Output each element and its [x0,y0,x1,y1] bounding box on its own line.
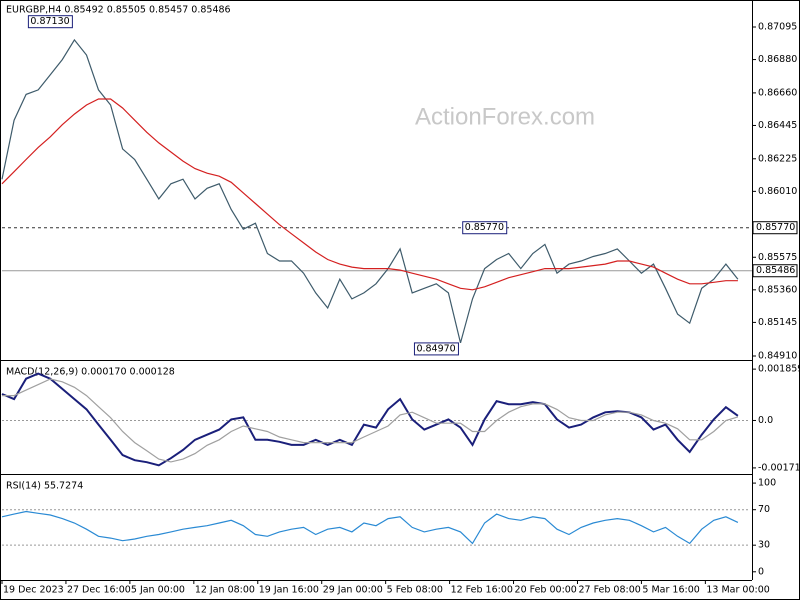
x-tick-label: 12 Jan 08:00 [195,585,255,596]
x-tick-label: 20 Feb 00:00 [515,585,577,596]
series-line [2,378,739,463]
x-tick-label: 29 Jan 00:00 [323,585,383,596]
price-label-box [752,221,798,235]
watermark: ActionForex.com [415,103,595,130]
price-label-box [752,264,798,278]
y-tick-label: 70 [758,504,770,515]
x-tick-label: 27 Dec 16:00 [67,585,131,596]
annotation-label: 0.84970 [416,343,455,354]
annotation-box [413,342,459,356]
x-tick-label: 5 Feb 08:00 [387,585,443,596]
y-tick-label: 0.86225 [758,153,797,164]
chart-title: EURGBP,H4 0.85492 0.85505 0.85457 0.8548… [6,5,231,16]
x-tick-label: 5 Mar 16:00 [642,585,699,596]
annotation-box [27,15,73,29]
x-tick-label: 27 Feb 08:00 [578,585,640,596]
annotation-label: 0.87130 [30,16,69,27]
y-tick-label: 0 [758,566,764,577]
series-line [1,98,738,291]
y-tick-label: 0.85360 [758,284,797,295]
x-tick-label: 19 Dec 2023 [3,585,64,596]
y-tick-label: 100 [758,478,776,489]
y-tick-label: 0.87095 [758,21,797,32]
series-line [1,38,739,344]
indicator-title: RSI(14) 55.7274 [6,481,83,492]
x-tick-label: 5 Jan 00:00 [131,585,185,596]
y-tick-label: 0.85575 [758,252,797,263]
x-tick-label: 19 Jan 16:00 [259,585,319,596]
y-tick-label: 0.86880 [758,54,797,65]
series-line [1,510,739,545]
y-tick-label: 0.85145 [758,317,797,328]
x-tick-label: 13 Mar 00:00 [706,585,769,596]
y-tick-label: 0.86445 [758,120,797,131]
x-tick-label: 12 Feb 16:00 [451,585,513,596]
price-label: 0.85770 [756,222,795,233]
y-tick-label: -0.001718 [758,462,800,473]
y-tick-label: 0.001859 [758,364,800,375]
y-tick-label: 0.86010 [758,186,797,197]
annotation-box [462,221,508,235]
annotation-label: 0.85770 [465,222,504,233]
y-tick-label: 0.84910 [758,351,797,362]
y-tick-label: 0.86660 [758,87,797,98]
indicator-title: MACD(12,26,9) 0.000170 0.000128 [6,367,175,378]
y-tick-label: 0.0 [758,415,773,426]
series-line [1,372,739,467]
y-tick-label: 30 [758,540,770,551]
price-label: 0.85486 [756,265,795,276]
